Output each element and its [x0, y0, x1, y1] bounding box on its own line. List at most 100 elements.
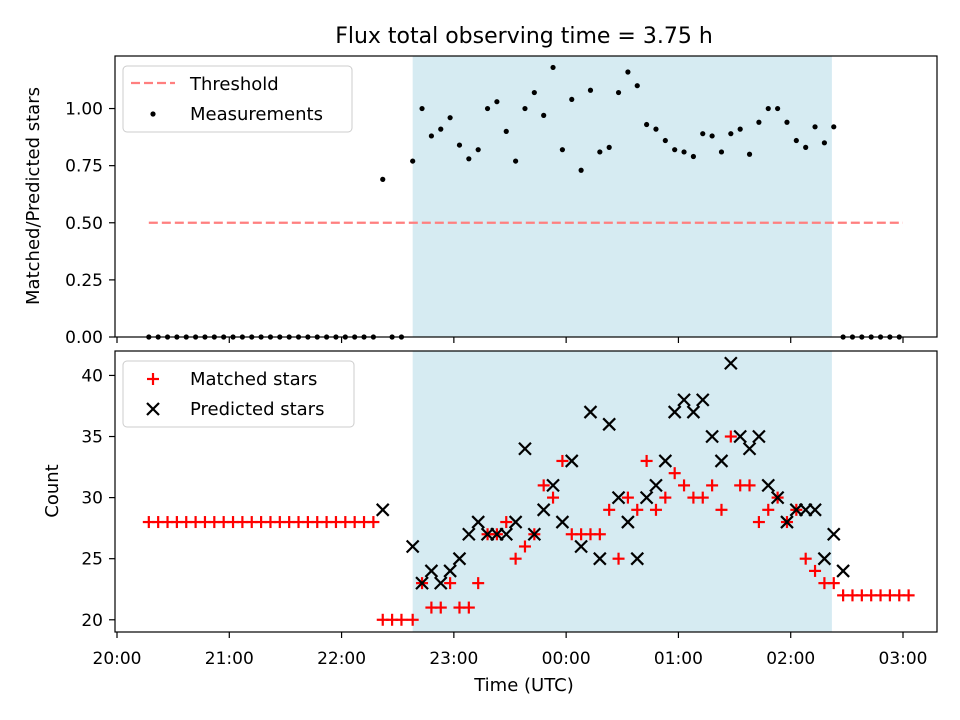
- marker-stroke: [639, 490, 654, 505]
- predicted-star-point: [770, 490, 785, 505]
- legend-measurements-swatch: [150, 111, 156, 117]
- marker-stroke: [602, 417, 616, 432]
- marker-stroke: [630, 551, 645, 566]
- measurement-point: [831, 124, 837, 130]
- chart-title: Flux total observing time = 3.75 h: [335, 24, 713, 49]
- measurement-point: [410, 158, 416, 164]
- matched-star-point: [752, 516, 765, 529]
- predicted-star-point: [630, 551, 645, 566]
- measurement-point: [662, 137, 668, 144]
- measurement-point: [380, 176, 386, 182]
- measurement-point: [793, 137, 799, 144]
- measurement-point: [672, 147, 678, 153]
- predicted-star-point: [761, 478, 776, 493]
- predicted-star-point: [564, 454, 579, 468]
- predicted-star-point: [705, 429, 719, 444]
- predicted-star-point: [375, 503, 390, 517]
- matched-star-point: [444, 577, 457, 590]
- matched-star-point: [462, 601, 475, 614]
- measurement-point: [475, 147, 481, 153]
- matched-star-point: [743, 479, 756, 492]
- marker-stroke: [752, 429, 766, 444]
- count-points: [142, 356, 915, 626]
- x-tick-label: 03:00: [879, 649, 928, 669]
- measurement-point: [821, 140, 828, 146]
- bottom-y-tick-label: 35: [81, 428, 103, 448]
- measurement-point: [812, 124, 818, 130]
- measurement-point: [803, 144, 809, 150]
- top-y-axis-label: Matched/Predicted stars: [23, 87, 44, 305]
- marker-stroke: [499, 527, 514, 542]
- measurement-point: [737, 126, 743, 132]
- x-tick-label: 02:00: [766, 649, 815, 669]
- top-y-tick-label: 1.00: [65, 100, 103, 120]
- measurement-point: [550, 64, 556, 71]
- matched-star-point: [809, 564, 822, 577]
- predicted-star-point: [424, 564, 439, 578]
- predicted-star-point: [667, 405, 682, 419]
- marker-stroke: [555, 515, 570, 529]
- predicted-star-point: [649, 478, 663, 493]
- matched-star-point: [902, 589, 915, 602]
- top-shaded-interval: [412, 56, 832, 337]
- predicted-star-point: [433, 576, 448, 590]
- predicted-star-point: [611, 490, 626, 505]
- matched-star-point: [696, 491, 709, 504]
- measurement-point: [541, 112, 547, 118]
- marker-stroke: [695, 393, 710, 407]
- matched-star-point: [367, 516, 380, 529]
- top-y-tick-label: 0.75: [65, 157, 103, 177]
- matched-star-point: [678, 479, 691, 492]
- predicted-star-point: [452, 551, 467, 566]
- marker-stroke: [518, 441, 532, 456]
- marker-stroke: [536, 503, 551, 517]
- matched-star-point: [547, 491, 560, 504]
- predicted-star-point: [443, 564, 457, 578]
- marker-stroke: [817, 551, 832, 566]
- marker-stroke: [808, 503, 822, 517]
- measurement-point: [681, 149, 687, 155]
- bottom-y-tick-label: 40: [81, 366, 103, 386]
- marker-stroke: [714, 454, 729, 468]
- predicted-star-point: [639, 490, 654, 505]
- measurement-point: [484, 105, 491, 112]
- legend-threshold-label: Threshold: [189, 74, 279, 95]
- measurement-point: [447, 115, 453, 121]
- measurement-point: [644, 121, 650, 128]
- matched-star-point: [472, 577, 485, 590]
- marker-stroke: [733, 429, 747, 444]
- marker-stroke: [826, 527, 841, 542]
- bottom-y-tick-label: 30: [81, 489, 103, 509]
- x-tick-label: 22:00: [317, 649, 366, 669]
- legend-measurements-label: Measurements: [190, 104, 323, 125]
- bottom-shaded-interval: [412, 351, 832, 632]
- marker-stroke: [443, 564, 457, 578]
- predicted-star-point: [555, 515, 570, 529]
- marker-stroke: [686, 405, 701, 419]
- matched-star-point: [509, 552, 522, 565]
- measurement-point: [569, 96, 575, 103]
- measurement-point: [700, 131, 706, 137]
- predicted-star-point: [462, 527, 476, 542]
- predicted-star-point: [621, 515, 635, 529]
- x-tick-label: 20:00: [93, 649, 142, 669]
- measurement-point: [559, 147, 566, 153]
- marker-stroke: [546, 478, 560, 493]
- x-tick-label: 01:00: [654, 649, 703, 669]
- matched-star-point: [762, 503, 775, 516]
- marker-stroke: [375, 503, 390, 517]
- bottom-legend: Matched stars Predicted stars: [122, 360, 355, 428]
- measurement-point: [522, 105, 528, 112]
- measurement-point: [494, 99, 500, 105]
- predicted-star-point: [527, 527, 542, 542]
- top-y-tick-label: 0.50: [65, 214, 103, 234]
- marker-stroke: [658, 454, 673, 468]
- marker-stroke: [415, 576, 429, 590]
- marker-stroke: [433, 576, 448, 590]
- measurement-point: [728, 131, 734, 137]
- predicted-star-point: [836, 564, 850, 578]
- bottom-axes-frame: [114, 350, 938, 633]
- predicted-star-point: [686, 405, 701, 419]
- measurement-point: [784, 119, 790, 125]
